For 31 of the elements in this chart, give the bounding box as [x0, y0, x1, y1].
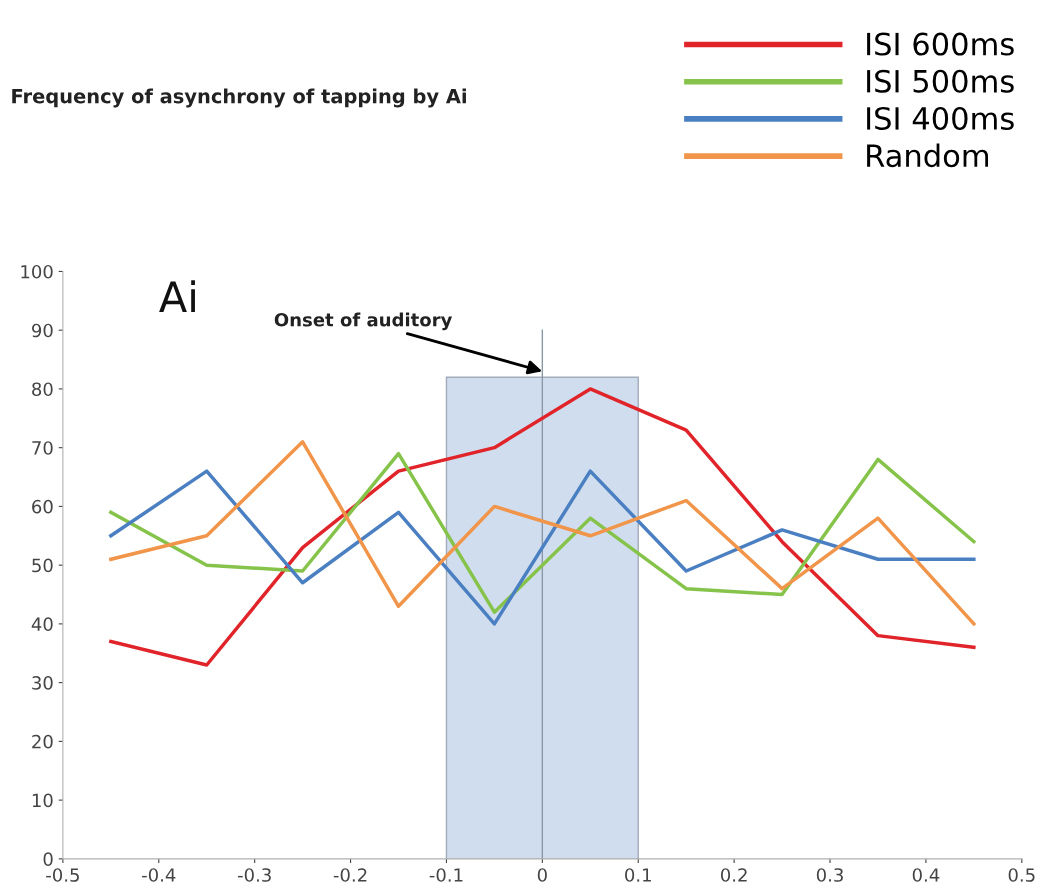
y-tick-label: 80	[32, 382, 53, 397]
x-tick-label: -0.2	[333, 868, 367, 882]
x-tick-label: 0.2	[720, 868, 747, 882]
y-tick-label: 10	[32, 793, 53, 808]
line-series	[109, 469, 976, 626]
y-tick-label: 70	[32, 441, 53, 455]
x-tick-label: -0.1	[429, 868, 463, 882]
x-tick-label: -0.4	[142, 868, 176, 882]
x-tick-label: -0.5	[46, 868, 79, 882]
annotation: Onset of auditory	[274, 312, 453, 331]
y-tick-label: 40	[31, 617, 53, 632]
x-tick-label: 0.1	[625, 868, 651, 882]
y-tick-label: 30	[32, 676, 53, 690]
legend-label: ISI 500ms	[867, 69, 1014, 93]
legend-label: ISI 600ms	[867, 32, 1014, 56]
x-tick-label: 0.3	[816, 868, 843, 882]
y-tick-label: 50	[32, 558, 53, 573]
x-tick-label: 0	[537, 868, 547, 882]
x-tick-label: 0.5	[1008, 868, 1035, 882]
x-tick-label: 0.4	[912, 868, 940, 882]
y-tick-label: 90	[32, 323, 53, 338]
y-tick-label: 20	[32, 734, 53, 749]
line-series	[109, 387, 976, 667]
y-tick-label: 100	[21, 264, 53, 279]
y-tick-label: 60	[32, 499, 53, 514]
legend-label: ISI 400ms	[867, 106, 1014, 131]
chart-title: Frequency of asynchrony of tapping by Ai	[12, 88, 466, 108]
y-tick-label: 0	[43, 852, 53, 866]
x-tick-label: -0.3	[237, 868, 271, 882]
legend-label: Random	[867, 143, 989, 168]
annotation: Ai	[159, 280, 195, 312]
